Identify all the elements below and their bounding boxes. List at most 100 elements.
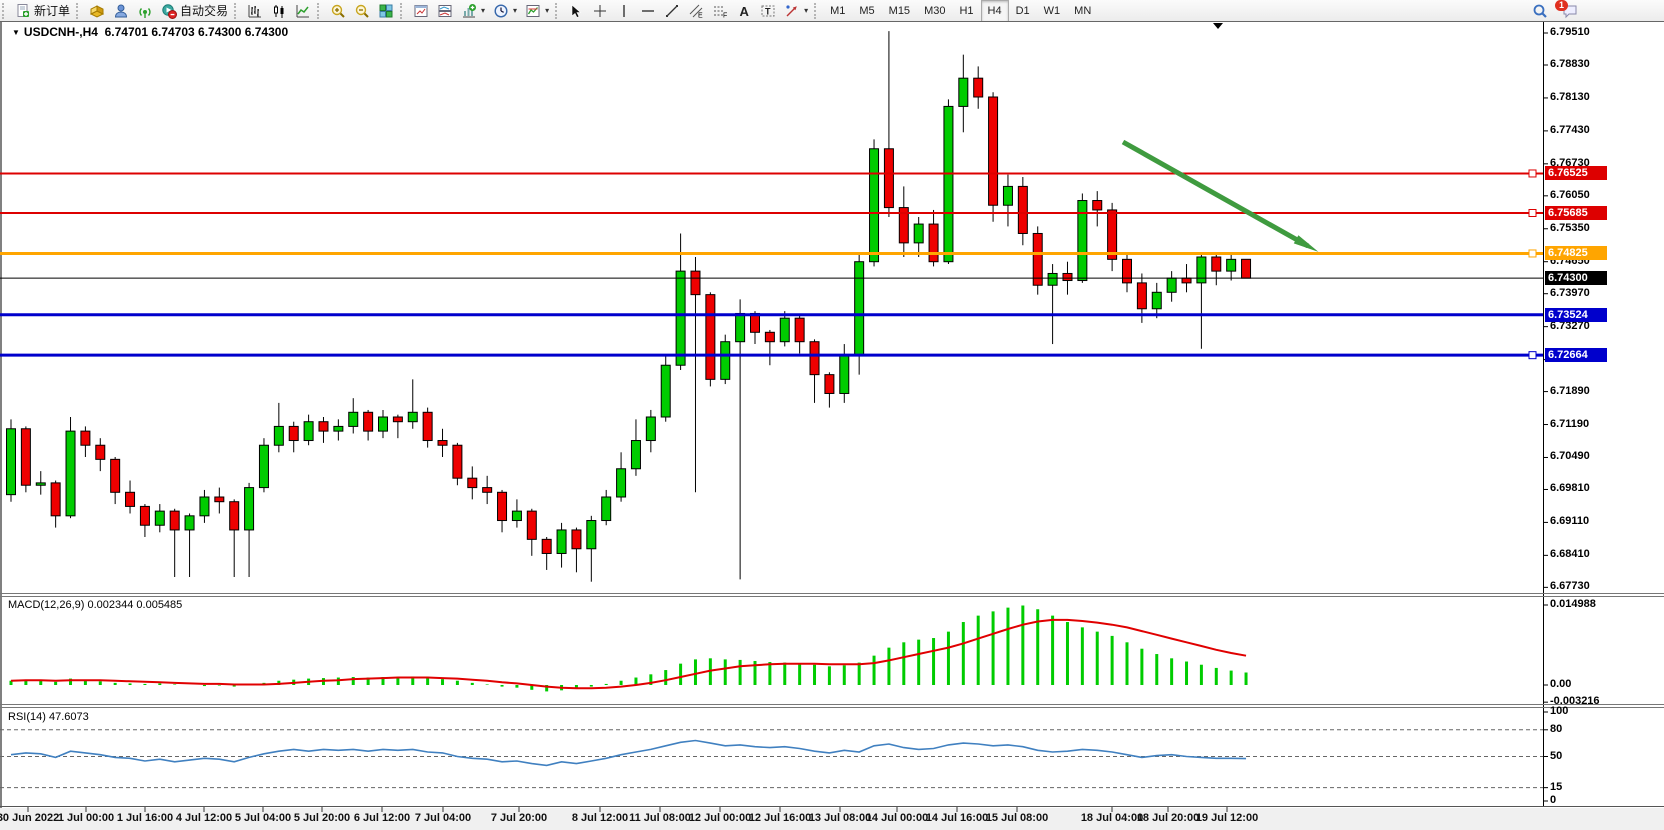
bar-chart-button[interactable] <box>243 0 267 22</box>
timeframe-mn-button[interactable]: MN <box>1074 4 1092 17</box>
price-axis-tick: 6.70490 <box>1550 450 1590 463</box>
chart-title: ▼ USDCNH-,H4 6.74701 6.74703 6.74300 6.74… <box>12 25 288 39</box>
svg-text:T: T <box>765 6 771 16</box>
timeframe-m1-button[interactable]: M1 <box>830 4 846 17</box>
toolbar-grip <box>317 2 324 19</box>
time-axis-label[interactable]: 19 Jul 12:00 <box>1195 812 1259 824</box>
candles-icon <box>271 3 287 19</box>
timeframe-d1-button[interactable]: D1 <box>1015 4 1030 17</box>
templates-button[interactable]: ▾ <box>521 0 553 22</box>
price-line-label: 6.73524 <box>1545 307 1607 322</box>
vertical-line-button[interactable] <box>612 0 636 22</box>
signals-button[interactable] <box>133 0 157 22</box>
chevron-down-icon[interactable]: ▾ <box>513 6 518 15</box>
price-line-label: 6.72664 <box>1545 348 1607 363</box>
price-axis-tick: 6.68410 <box>1550 548 1590 561</box>
time-axis-label[interactable]: 1 Jul 16:00 <box>116 812 174 824</box>
hline-icon <box>640 3 656 19</box>
timeframe-h1-button[interactable]: H1 <box>959 4 974 17</box>
time-axis-label[interactable]: 5 Jul 04:00 <box>234 812 292 824</box>
price-axis-tick: 6.69110 <box>1550 515 1590 528</box>
bars-icon <box>247 3 263 19</box>
time-axis-label[interactable]: 4 Jul 12:00 <box>175 812 233 824</box>
timeframe-h4-button[interactable]: H4 <box>980 0 1009 22</box>
timeframe-m15-button[interactable]: M15 <box>888 4 911 17</box>
horizontal-line-button[interactable] <box>636 0 660 22</box>
price-axis-tick: 6.78830 <box>1550 58 1590 70</box>
equidistant-channel-button[interactable]: E <box>684 0 708 22</box>
periods-button[interactable]: ▾ <box>489 0 521 22</box>
time-axis-label[interactable]: 15 Jul 08:00 <box>985 812 1049 824</box>
price-axis-tick: 6.79510 <box>1550 26 1590 38</box>
chart-symbol-period: USDCNH-,H4 <box>23 25 98 39</box>
time-axis-label[interactable]: 11 Jul 08:00 <box>629 812 691 824</box>
profiles-button[interactable] <box>433 0 457 22</box>
cursor-button[interactable] <box>564 0 588 22</box>
time-axis-label[interactable]: 18 Jul 04:00 <box>1080 812 1144 824</box>
rsi-axis-tick: 80 <box>1550 722 1563 735</box>
new-order-button[interactable]: 新订单 <box>11 0 74 22</box>
time-axis-label[interactable]: 12 Jul 16:00 <box>748 812 812 824</box>
zoom-out-button[interactable] <box>350 0 374 22</box>
trendline-button[interactable] <box>660 0 684 22</box>
market-watch-button[interactable] <box>85 0 109 22</box>
text-button[interactable]: A <box>732 0 756 22</box>
line-chart-button[interactable] <box>291 0 315 22</box>
chart-window[interactable]: ▼ USDCNH-,H4 6.74701 6.74703 6.74300 6.74… <box>0 21 1664 830</box>
search-button[interactable] <box>1528 0 1552 22</box>
time-axis-label[interactable]: 18 Jul 20:00 <box>1136 812 1200 824</box>
notifications-button[interactable]: 1 <box>1555 0 1582 22</box>
zoom-in-button[interactable] <box>326 0 350 22</box>
autotrading-button[interactable]: 自动交易 <box>157 0 232 22</box>
svg-text:E: E <box>698 12 703 19</box>
tile-windows-button[interactable] <box>374 0 398 22</box>
timeframe-m5-button[interactable]: M5 <box>859 4 875 17</box>
time-axis-label[interactable]: 7 Jul 20:00 <box>490 812 548 824</box>
crosshair-icon <box>592 3 608 19</box>
cursor-icon <box>568 3 584 19</box>
price-axis-tick: 6.71190 <box>1550 417 1590 430</box>
zoom-in-icon <box>330 3 346 19</box>
rsi-axis-tick: 100 <box>1550 705 1569 717</box>
new-chart-button[interactable] <box>409 0 433 22</box>
time-axis-label[interactable]: 12 Jul 00:00 <box>688 812 752 824</box>
label-icon: T <box>760 3 776 19</box>
rsi-indicator-label: RSI(14) 47.6073 <box>8 711 89 723</box>
time-axis-label[interactable]: 14 Jul 16:00 <box>925 812 989 824</box>
navigator-button[interactable] <box>109 0 133 22</box>
time-axis-label[interactable]: 5 Jul 20:00 <box>293 812 351 824</box>
timeframe-m30-button[interactable]: M30 <box>924 4 946 17</box>
time-axis-label[interactable]: 8 Jul 12:00 <box>571 812 629 824</box>
macd-axis-tick: 0.014988 <box>1550 598 1596 610</box>
crosshair-button[interactable] <box>588 0 612 22</box>
time-axis-label[interactable]: 13 Jul 08:00 <box>808 812 872 824</box>
timeframe-w1-button[interactable]: W1 <box>1043 4 1061 17</box>
clock-icon <box>493 3 509 19</box>
fibo-icon: F <box>712 3 728 19</box>
candlestick-chart-button[interactable] <box>267 0 291 22</box>
chevron-down-icon[interactable]: ▾ <box>481 6 486 15</box>
svg-text:F: F <box>723 12 727 19</box>
text-label-button[interactable]: T <box>756 0 780 22</box>
indicators-button[interactable]: ▾ <box>457 0 489 22</box>
chart-collapse-icon[interactable]: ▼ <box>12 28 20 37</box>
notification-badge: 1 <box>1555 0 1569 11</box>
ind-window2-icon <box>437 3 453 19</box>
time-axis-label[interactable]: 30 Jun 2022 <box>0 812 60 824</box>
search-icon <box>1532 3 1548 19</box>
macd-axis-tick: -0.003216 <box>1550 695 1600 708</box>
fibonacci-button[interactable]: F <box>708 0 732 22</box>
arrows-button[interactable]: ▾ <box>780 0 812 22</box>
svg-text:A: A <box>740 4 750 19</box>
chevron-down-icon[interactable]: ▾ <box>804 6 809 15</box>
text-icon: A <box>736 3 752 19</box>
price-axis-tick: 6.73270 <box>1550 319 1590 332</box>
rsi-axis-tick: 50 <box>1550 749 1563 762</box>
time-axis-label[interactable]: 14 Jul 00:00 <box>865 812 929 824</box>
time-axis-label[interactable]: 7 Jul 04:00 <box>414 812 472 824</box>
vline-icon <box>616 3 632 19</box>
time-axis-label[interactable]: 1 Jul 00:00 <box>57 812 115 824</box>
chevron-down-icon[interactable]: ▾ <box>545 6 550 15</box>
time-axis-label[interactable]: 6 Jul 12:00 <box>353 812 411 824</box>
